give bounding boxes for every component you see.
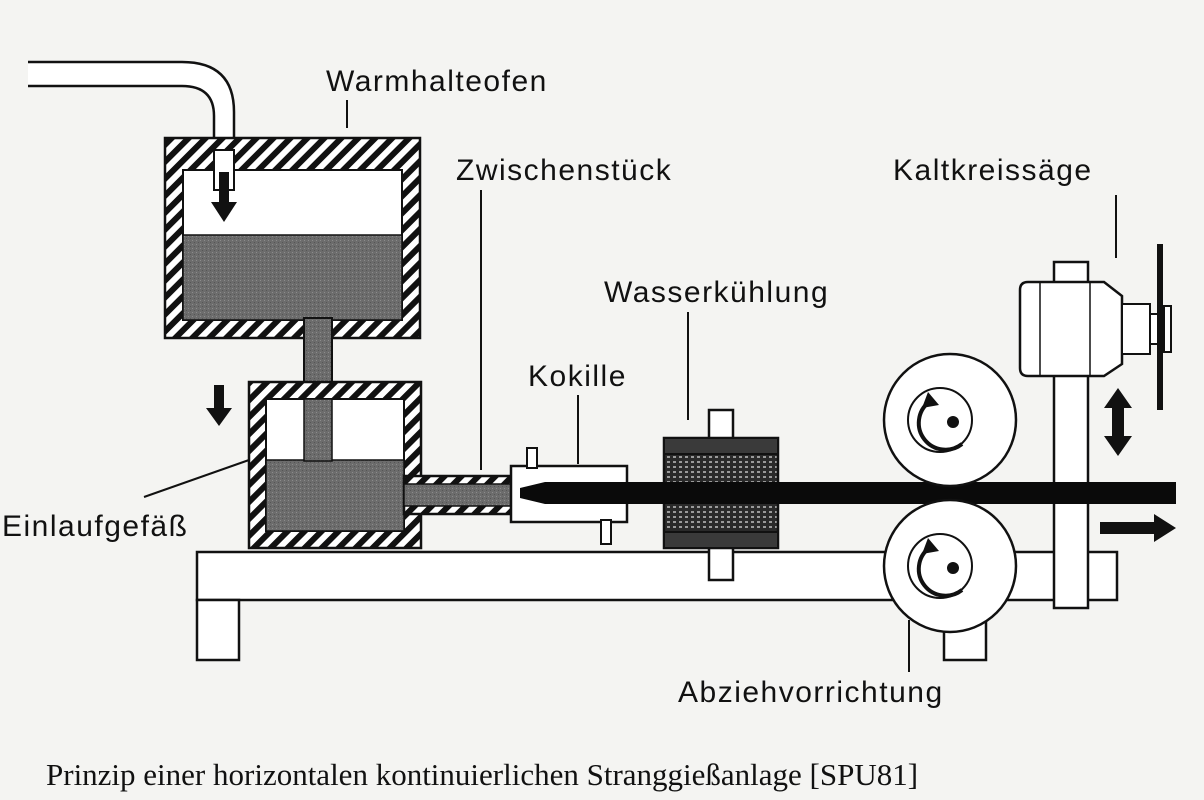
label-kokille: Kokille (528, 360, 627, 393)
tundish (247, 380, 423, 550)
label-einlaufgefaess: Einlaufgefäß (2, 510, 188, 543)
saw-travel-arrow-icon (1104, 388, 1132, 456)
leader-lines (143, 100, 1117, 672)
cast-strand (520, 482, 1176, 504)
pour-arrow-icon (211, 172, 237, 222)
label-wasserkuehlung: Wasserkühlung (604, 276, 829, 309)
cold-saw (1018, 244, 1172, 410)
label-abziehvorrichtung: Abziehvorrichtung (678, 676, 944, 709)
figure-caption: Prinzip einer horizontalen kontinuierlic… (46, 757, 918, 792)
label-warmhalteofen: Warmhalteofen (326, 65, 548, 98)
output-arrow-icon (1100, 514, 1176, 542)
down-arrow-icon (206, 385, 232, 426)
withdrawal-roll-top (882, 352, 1018, 488)
holding-furnace (163, 136, 422, 340)
label-kaltkreissaege: Kaltkreissäge (893, 154, 1093, 187)
label-zwischenstueck: Zwischenstück (456, 154, 672, 187)
withdrawal-roll-bottom (882, 498, 1018, 634)
